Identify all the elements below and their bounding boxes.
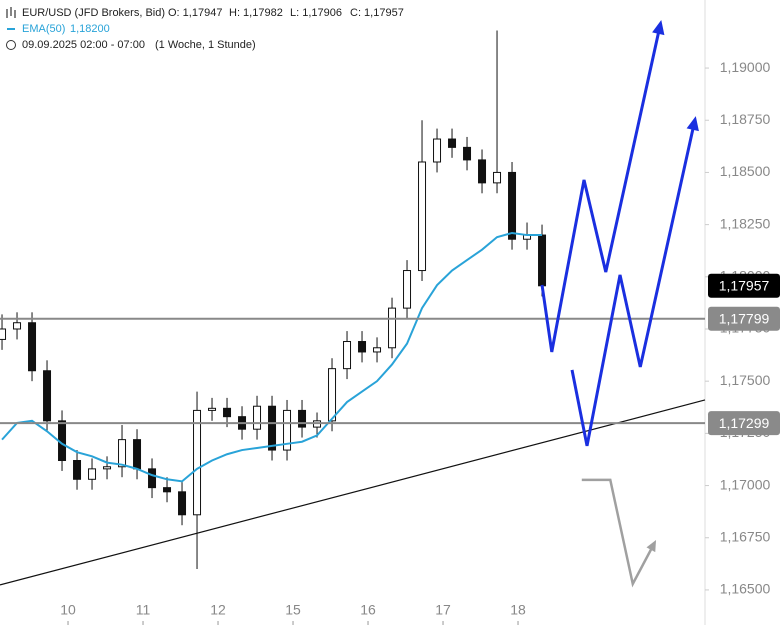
header: EUR/USD (JFD Brokers, Bid) O: 1,17947 H:… [6,7,404,51]
projection-arrowhead [686,116,699,132]
y-tick-label: 1,18750 [720,111,771,127]
candle-body [193,409,202,516]
candle-body [508,171,517,240]
candle-body [283,409,292,451]
candle-body [493,171,502,184]
level-badge-label: 1,17299 [719,415,770,431]
x-tick-label: 17 [435,602,451,618]
candle-body [268,405,277,451]
candle-body [433,138,442,163]
y-tick-label: 1,17000 [720,476,771,492]
x-tick-label: 16 [360,602,376,618]
candle-body [388,307,397,349]
ema-line [1,231,543,483]
candle-body [133,439,142,470]
candle-body [448,138,457,148]
y-tick-label: 1,19000 [720,59,771,75]
ohlc: L: 1,17906 [290,7,342,19]
x-tick-label: 18 [510,602,526,618]
candle-body [223,407,232,418]
candle-body [103,466,112,470]
y-tick-label: 1,16750 [720,528,771,544]
x-tick-label: 11 [136,602,151,618]
level-badge [708,306,780,331]
ohlc: O: 1,17947 [168,7,222,19]
projection-arrowhead [652,20,665,36]
chart-icon [6,7,16,18]
candle-body [373,347,382,353]
candle-body [43,370,52,422]
candle-body [28,322,37,372]
candle-body [148,468,157,489]
x-tick-label: 12 [210,602,226,618]
candle-body [253,405,262,430]
candle-body [163,487,172,493]
projection-line [581,478,655,588]
candle-body [0,328,7,340]
candle-body [358,341,367,353]
candle-body [478,159,487,184]
ema-value: 1,18200 [70,23,110,35]
legend-label: EMA(50) [22,23,65,35]
candle-body [403,270,412,309]
x-tick-label: 10 [60,602,76,618]
candle-body [328,368,337,422]
ohlc: H: 1,17982 [229,7,283,19]
y-tick-label: 1,18500 [720,163,771,179]
y-tick-label: 1,17500 [720,372,771,388]
candle-body [538,234,547,287]
period: 09.09.2025 02:00 - 07:00 [22,39,145,51]
y-tick-label: 1,18250 [720,215,771,231]
trend-line [0,399,706,586]
projection-line [540,27,661,353]
projection-line [570,123,696,447]
candle-body [463,146,472,161]
candle-body [418,161,427,272]
last-price-badge-label: 1,17957 [719,277,770,293]
y-tick-label: 1,16500 [720,581,771,597]
last-price-badge [708,273,780,298]
level-badge [708,411,780,436]
symbol: EUR/USD (JFD Brokers, Bid) [22,7,165,19]
candle-body [88,468,97,480]
ohlc: C: 1,17957 [350,7,404,19]
timeframe: (1 Woche, 1 Stunde) [155,39,256,51]
level-badge-label: 1,17799 [719,310,770,326]
candle-body [208,407,217,411]
candle-body [178,491,187,516]
projection-arrowhead [646,540,657,553]
candle-body [73,460,82,480]
candle-body [13,322,22,330]
candle-body [298,409,307,428]
candle-body [343,341,352,370]
x-tick-label: 15 [285,602,301,618]
clock-icon [6,40,16,50]
candle-body [118,439,127,468]
